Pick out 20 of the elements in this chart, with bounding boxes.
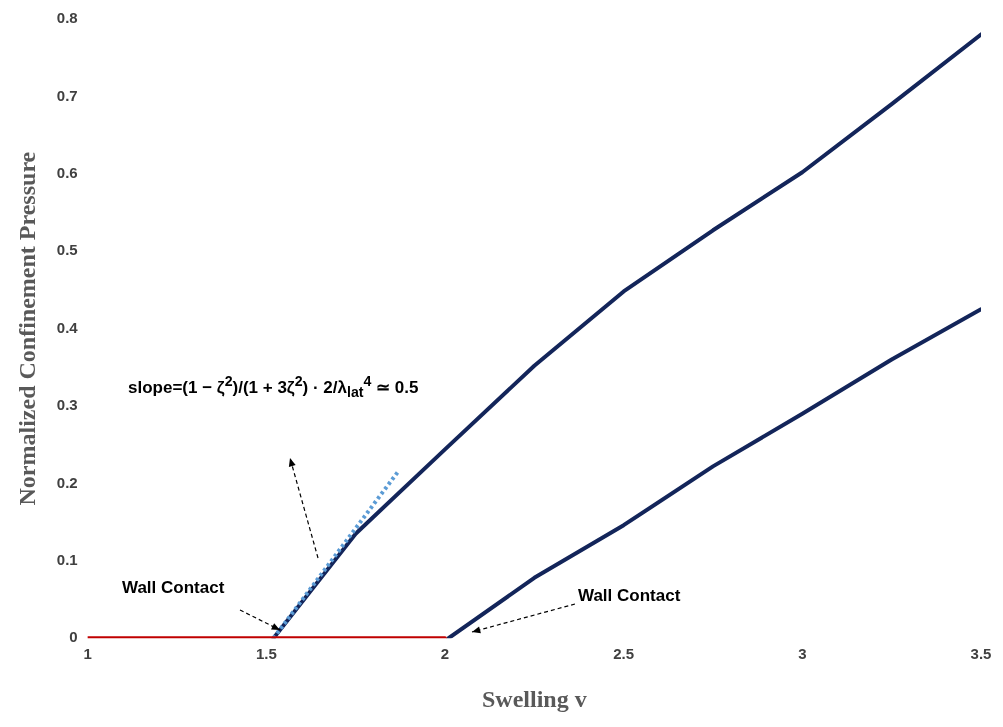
y-tick-label: 0.4 <box>56 318 79 336</box>
y-tick-label: 0.3 <box>56 396 78 414</box>
annotation: slope=(1 − ζ$^{2}$)/(1 + 3ζ$^{2}$) · 2/λ$_{lat}$$^{4}$ ≃ 0.5 <box>128 373 419 401</box>
x-tick-label: 1 <box>83 645 92 663</box>
x-tick-label: 3.5 <box>970 645 992 663</box>
annotation: Wall Contact <box>122 578 225 598</box>
x-tick-label: 2 <box>440 645 450 663</box>
y-tick-label: 0.2 <box>56 473 78 491</box>
x-tick-label: 2.5 <box>613 645 635 663</box>
y-axis-title: Normalized Confinement Pressure <box>13 151 40 506</box>
y-tick-label: 0.6 <box>56 163 78 181</box>
y-tick-label: 0 <box>69 628 78 646</box>
annotation: Wall Contact <box>578 586 681 606</box>
x-tick-label: 3 <box>798 645 807 663</box>
y-tick-label: 0.7 <box>56 86 78 104</box>
y-tick-label: 0.5 <box>56 241 78 259</box>
x-tick-label: 1.5 <box>255 645 277 663</box>
y-tick-label: 0.1 <box>56 550 78 568</box>
x-axis-title: Swelling v <box>481 685 587 712</box>
y-tick-label: 0.8 <box>56 9 78 27</box>
